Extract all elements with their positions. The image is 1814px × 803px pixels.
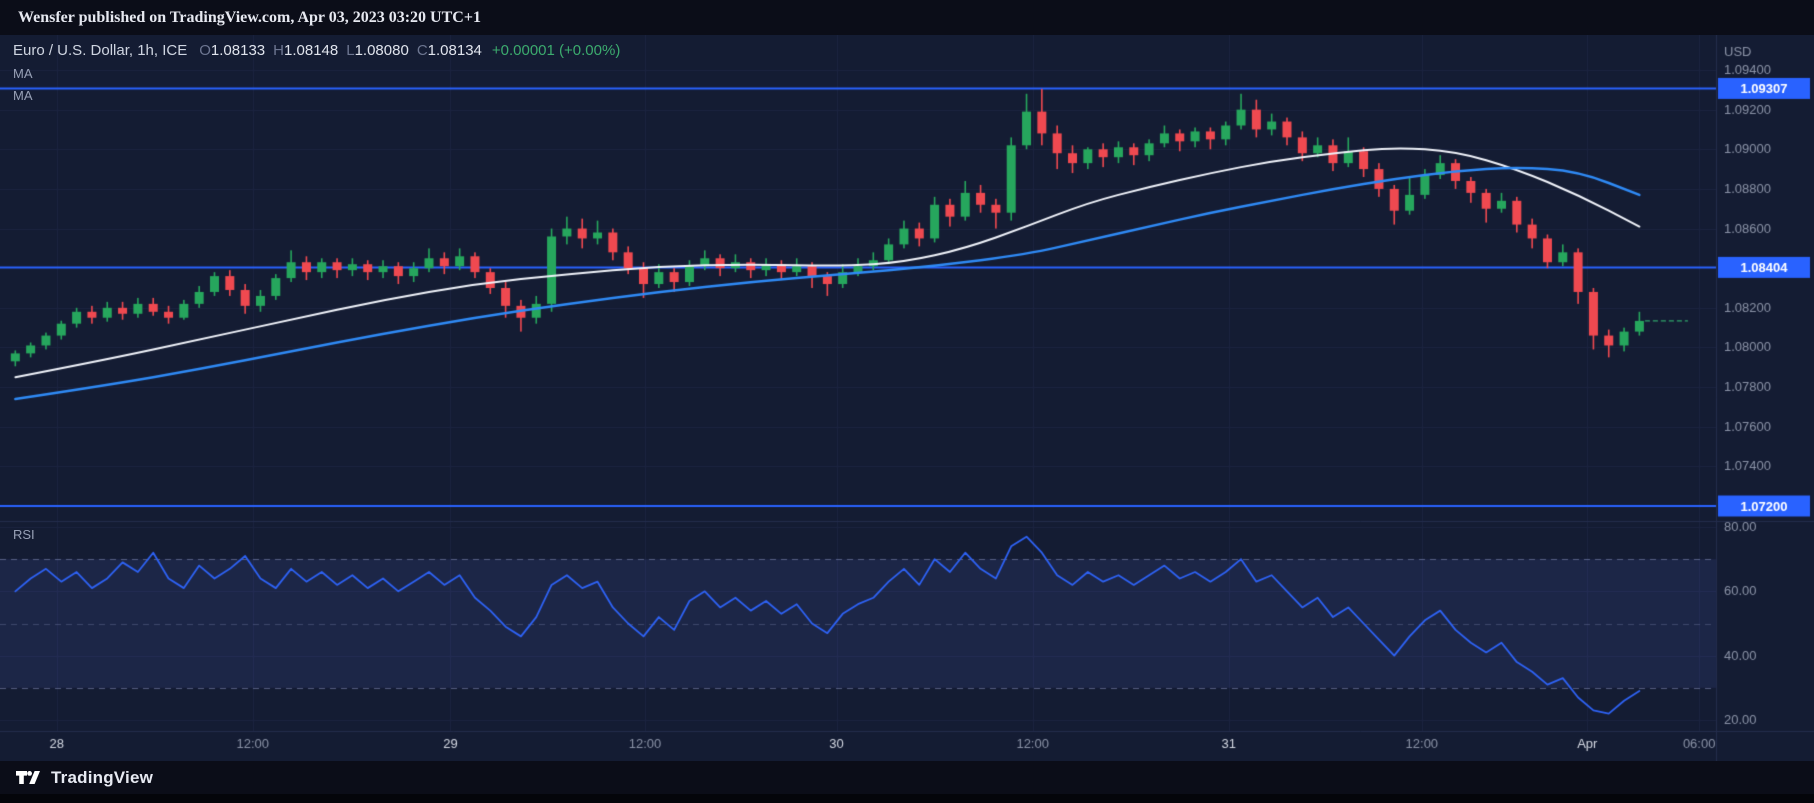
open-label: O — [199, 42, 211, 59]
ma-indicator-label-1[interactable]: MA — [13, 66, 33, 81]
low-value: 1.08080 — [354, 42, 409, 59]
rsi-indicator-label[interactable]: RSI — [13, 527, 35, 542]
published-bar: Wensfer published on TradingView.com, Ap… — [0, 0, 1814, 35]
tradingview-logo-icon[interactable] — [16, 769, 42, 786]
high-label: H — [273, 42, 284, 59]
bottom-strip — [0, 794, 1814, 803]
ma-indicator-label-2[interactable]: MA — [13, 88, 33, 103]
open-value: 1.08133 — [210, 42, 266, 59]
chart-container: Euro / U.S. Dollar, 1h, ICE O 1.08133 H 1.… — [0, 35, 1814, 761]
time-scale[interactable] — [0, 731, 1716, 761]
close-value: 1.08134 — [427, 42, 482, 59]
high-value: 1.08148 — [284, 42, 339, 59]
close-label: C — [416, 42, 428, 59]
symbol-title[interactable]: Euro / U.S. Dollar, 1h, ICE — [13, 42, 188, 59]
change-value: +0.00001 (+0.00%) — [491, 42, 621, 59]
published-text: Wensfer published on TradingView.com, Ap… — [18, 8, 481, 26]
tradingview-brand-text[interactable]: TradingView — [51, 767, 154, 787]
symbol-legend: Euro / U.S. Dollar, 1h, ICE O 1.08133 H 1.… — [13, 42, 620, 59]
chart-canvas[interactable] — [0, 35, 1814, 761]
footer-bar: TradingView — [0, 761, 1814, 794]
price-scale[interactable] — [1716, 35, 1814, 731]
low-label: L — [346, 42, 355, 59]
